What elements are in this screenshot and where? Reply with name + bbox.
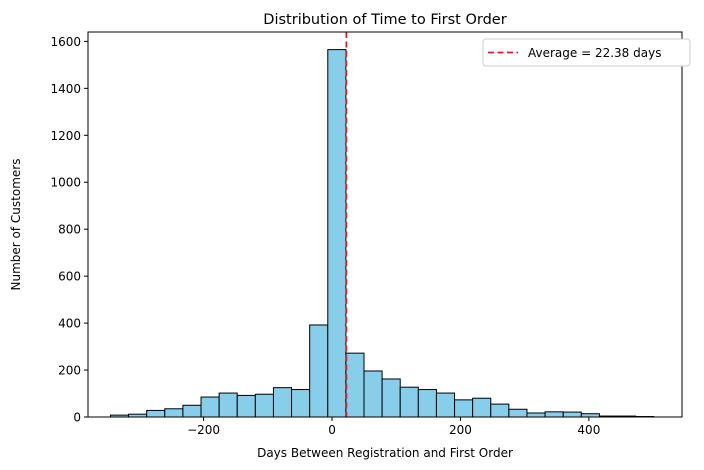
histogram-bar bbox=[146, 409, 166, 418]
histogram-bar bbox=[562, 411, 582, 418]
legend-box bbox=[482, 38, 691, 67]
histogram-bar bbox=[236, 394, 256, 418]
x-tick-label: −200 bbox=[187, 423, 220, 437]
histogram-bar bbox=[309, 324, 329, 418]
histogram-bar bbox=[200, 396, 220, 418]
histogram-bar bbox=[164, 408, 184, 418]
x-axis-ticks: −200 0 200 400 bbox=[187, 417, 600, 437]
x-tick-label: 200 bbox=[449, 423, 472, 437]
histogram-bar bbox=[472, 397, 492, 418]
plot-frame bbox=[87, 31, 683, 418]
histogram-bar bbox=[272, 387, 293, 418]
histogram-bar bbox=[490, 403, 510, 418]
histogram-bar bbox=[435, 392, 456, 418]
x-axis-label: Days Between Registration and First Orde… bbox=[257, 446, 513, 460]
y-tick-label: 0 bbox=[73, 411, 81, 425]
x-tick-label: 0 bbox=[328, 423, 336, 437]
chart-title: Distribution of Time to First Order bbox=[263, 12, 506, 28]
histogram-bar bbox=[345, 352, 365, 418]
y-tick-label: 600 bbox=[58, 270, 81, 284]
y-axis-label: Number of Customers bbox=[9, 159, 23, 291]
y-axis-ticks: 0 200 400 600 800 1000 1200 1400 1600 bbox=[50, 35, 88, 425]
histogram-bar bbox=[218, 392, 238, 418]
legend-label: Average = 22.38 days bbox=[528, 46, 661, 60]
histogram-bar bbox=[254, 393, 274, 418]
histogram-bar bbox=[399, 386, 419, 418]
y-tick-label: 400 bbox=[58, 317, 81, 331]
histogram-bar bbox=[363, 370, 383, 418]
legend: Average = 22.38 days bbox=[482, 38, 691, 67]
y-tick-label: 1200 bbox=[50, 129, 81, 143]
histogram-bar bbox=[291, 389, 311, 418]
histogram-bar bbox=[544, 411, 564, 418]
y-tick-label: 200 bbox=[58, 364, 81, 378]
histogram-bar bbox=[454, 399, 474, 418]
histogram-bar bbox=[327, 49, 347, 418]
y-tick-label: 1000 bbox=[50, 176, 81, 190]
histogram-bar bbox=[417, 389, 437, 418]
histogram-bar bbox=[526, 412, 546, 418]
histogram-bar bbox=[182, 404, 202, 418]
y-tick-label: 800 bbox=[58, 223, 81, 237]
y-tick-label: 1600 bbox=[50, 35, 81, 49]
bars-group bbox=[109, 49, 655, 418]
x-tick-label: 400 bbox=[577, 423, 600, 437]
histogram-bar bbox=[381, 378, 401, 418]
histogram-bar bbox=[508, 408, 528, 418]
y-tick-label: 1400 bbox=[50, 82, 81, 96]
